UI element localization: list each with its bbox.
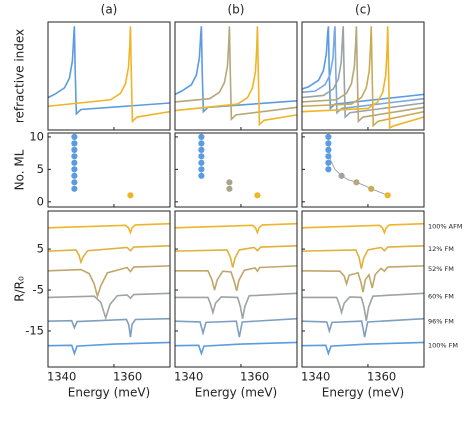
point (368, 185, 375, 192)
x-axis-label: Energy (meV) (195, 386, 277, 400)
curve (301, 341, 425, 356)
plot-frame (47, 210, 171, 368)
curve (301, 317, 425, 338)
y-tick-label: 0 (37, 194, 44, 208)
plot-frame (301, 210, 425, 368)
curve-label: 52% FM (428, 265, 454, 273)
point (325, 133, 332, 140)
plot-frame (47, 21, 171, 131)
x-tick-label: 1360 (240, 370, 269, 384)
point (198, 153, 205, 160)
point (254, 192, 261, 199)
curve (301, 245, 425, 269)
curve (47, 341, 171, 356)
panel-title: (b) (228, 3, 245, 17)
point (71, 133, 78, 140)
point (353, 179, 360, 186)
point (198, 140, 205, 147)
panel-title: (a) (101, 3, 118, 17)
plot-frame (174, 21, 298, 131)
curve-label: 100% AFM (428, 223, 462, 231)
plot-frame (174, 132, 298, 208)
point (198, 172, 205, 179)
curve (301, 26, 425, 115)
y-tick-label: 10 (29, 129, 44, 143)
y-axis-label: No. ML (13, 149, 27, 190)
point (71, 166, 78, 173)
point (325, 166, 332, 173)
point (71, 179, 78, 186)
point (198, 133, 205, 140)
curve (302, 292, 425, 321)
point (384, 192, 391, 199)
curve (174, 317, 298, 338)
curve (175, 292, 298, 319)
x-tick-label: 1360 (113, 370, 142, 384)
curve (301, 26, 425, 119)
curve (47, 265, 171, 299)
y-tick-label: -15 (25, 323, 44, 337)
point (71, 185, 78, 192)
curve (174, 26, 298, 122)
point (198, 166, 205, 173)
curve-label: 96% FM (428, 318, 454, 326)
point (198, 146, 205, 153)
plot-frame (301, 132, 425, 208)
curve (47, 222, 171, 236)
curve-label: 60% FM (428, 292, 454, 300)
curve-label: 100% FM (428, 341, 458, 349)
plot-frame (301, 21, 425, 131)
point (71, 172, 78, 179)
point (198, 159, 205, 166)
y-axis-label: R/R₀ (13, 276, 27, 302)
curve (174, 341, 298, 356)
point (71, 153, 78, 160)
x-tick-label: 1340 (174, 370, 203, 384)
point (325, 146, 332, 153)
point (325, 159, 332, 166)
curve (47, 245, 171, 265)
point (325, 140, 332, 147)
point (71, 159, 78, 166)
x-tick-label: 1340 (301, 370, 330, 384)
curve (47, 26, 171, 116)
point (71, 140, 78, 147)
curve (174, 245, 298, 268)
curve (301, 222, 425, 236)
curve (301, 26, 425, 111)
x-axis-label: Energy (meV) (68, 386, 150, 400)
point (226, 185, 233, 192)
y-axis-label: refractive index (13, 29, 27, 123)
curve (174, 26, 298, 114)
point (226, 179, 233, 186)
curve (175, 265, 298, 292)
plot-frame (47, 132, 171, 208)
panel-title: (c) (355, 3, 371, 17)
x-tick-label: 1340 (47, 370, 76, 384)
curve (174, 222, 298, 236)
plot-frame (174, 210, 298, 368)
y-tick-label: 5 (37, 242, 44, 256)
point (325, 153, 332, 160)
curve (47, 292, 171, 321)
curve (47, 26, 171, 124)
curve (301, 265, 425, 293)
x-tick-label: 1360 (367, 370, 396, 384)
curve (301, 26, 425, 124)
curve-label: 12% FM (428, 245, 454, 253)
point (338, 172, 345, 179)
curve (301, 26, 425, 128)
point (71, 146, 78, 153)
curve (327, 136, 388, 196)
curve (47, 317, 171, 338)
curve (301, 26, 425, 130)
y-tick-label: 5 (37, 162, 44, 176)
y-tick-label: -5 (33, 283, 44, 297)
x-axis-label: Energy (meV) (322, 386, 404, 400)
point (127, 192, 134, 199)
curve (174, 26, 298, 127)
